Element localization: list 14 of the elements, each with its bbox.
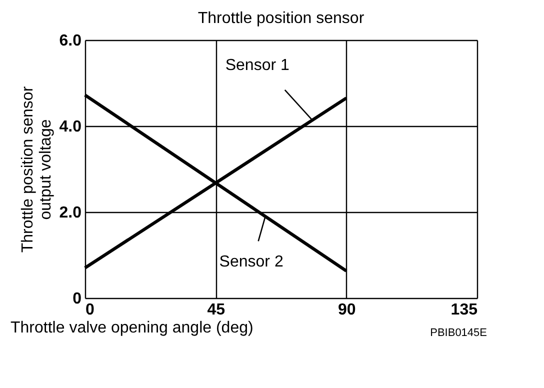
text: PBIB0145E <box>430 327 487 339</box>
chart-title: Throttle position sensor <box>198 10 365 27</box>
y-tick-label: 6.0 <box>59 32 82 50</box>
x-tick-label: 0 <box>86 302 94 318</box>
legend-label: Sensor 2 <box>219 253 284 270</box>
y-axis-title: Throttle position sensor output voltage <box>19 86 54 253</box>
x-tick-label: 135 <box>450 302 478 318</box>
y-tick-label: 0 <box>72 290 82 308</box>
x-tick-label: 90 <box>338 302 356 318</box>
x-axis-title: Throttle valve opening angle (deg) <box>10 320 254 336</box>
text: Sensor 1 <box>225 57 290 74</box>
x-tick-label: 45 <box>207 302 226 318</box>
y-tick-label: 4.0 <box>59 118 82 136</box>
y-tick-label: 2.0 <box>59 204 82 222</box>
